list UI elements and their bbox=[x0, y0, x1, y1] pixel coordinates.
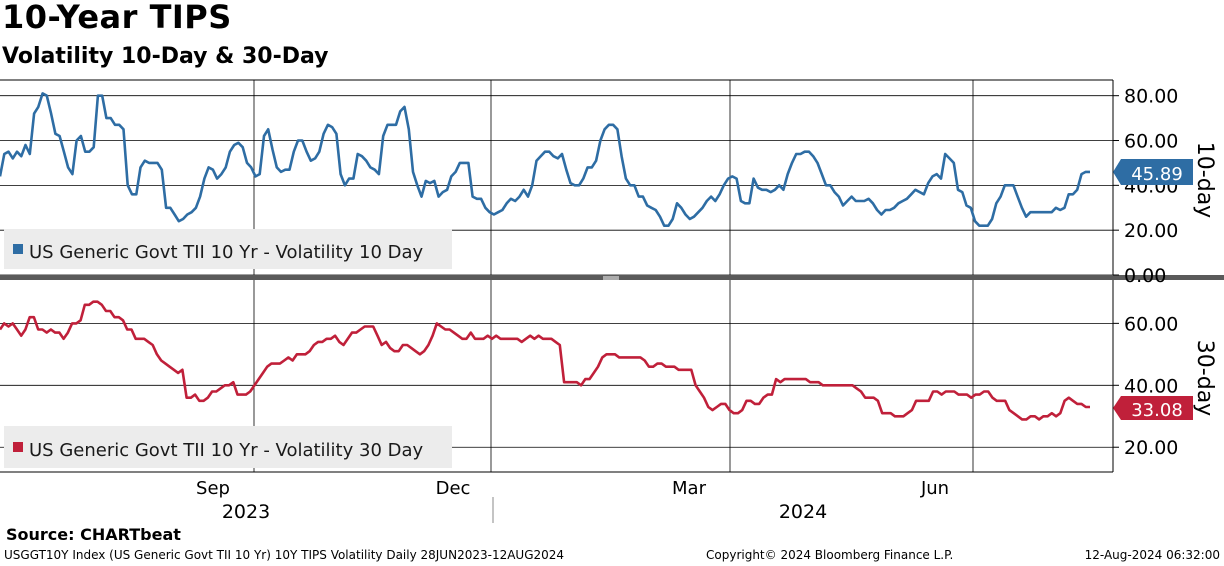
last-value-tag-30day bbox=[1113, 396, 1193, 420]
panel-label-30day: 30-day bbox=[1192, 340, 1217, 416]
footer-description: USGGT10Y Index (US Generic Govt TII 10 Y… bbox=[4, 548, 565, 562]
x-tick-dec: Dec bbox=[436, 478, 471, 499]
series-line-30-day bbox=[0, 300, 1090, 421]
last-value-10day: 45.89 bbox=[1131, 164, 1183, 185]
x-tick-jun: Jun bbox=[920, 478, 949, 499]
y-tick-label: 60.00 bbox=[1124, 313, 1178, 335]
chart-subtitle: Volatility 10-Day & 30-Day bbox=[2, 44, 329, 69]
legend-10day bbox=[4, 229, 452, 269]
legend-30day bbox=[4, 426, 452, 468]
y-tick-label: 60.00 bbox=[1124, 131, 1178, 153]
y-tick-label: 20.00 bbox=[1124, 220, 1178, 242]
x-year-2023: 2023 bbox=[222, 501, 270, 523]
chart-title: 10-Year TIPS bbox=[2, 0, 232, 36]
footer-copyright: Copyright© 2024 Bloomberg Finance L.P. bbox=[706, 548, 954, 562]
last-value-tag-10day bbox=[1113, 159, 1193, 185]
y-tick-label: 40.00 bbox=[1124, 375, 1178, 397]
series-line-10-day bbox=[0, 92, 1090, 227]
legend-30day-label: US Generic Govt TII 10 Yr - Volatility 3… bbox=[29, 440, 424, 461]
x-tick-mar: Mar bbox=[672, 478, 707, 499]
last-value-30day: 33.08 bbox=[1131, 400, 1183, 421]
x-year-2024: 2024 bbox=[779, 501, 827, 523]
source-note: Source: CHARTbeat bbox=[6, 525, 181, 544]
panel-label-10day: 10-day bbox=[1192, 142, 1217, 218]
y-tick-label: 20.00 bbox=[1124, 437, 1178, 459]
y-tick-label: 0.00 bbox=[1124, 265, 1166, 287]
x-tick-sep: Sep bbox=[196, 478, 230, 499]
legend-30day-swatch bbox=[13, 442, 23, 452]
y-tick-label: 80.00 bbox=[1124, 86, 1178, 108]
legend-10day-swatch bbox=[13, 244, 23, 254]
footer-timestamp: 12-Aug-2024 06:32:00 bbox=[1084, 548, 1220, 562]
legend-10day-label: US Generic Govt TII 10 Yr - Volatility 1… bbox=[29, 242, 424, 263]
